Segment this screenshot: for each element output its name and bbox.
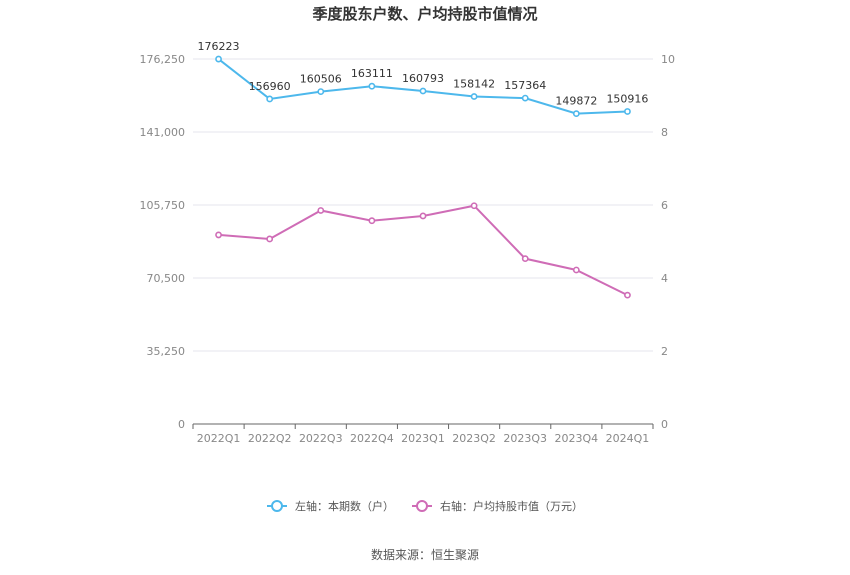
data-label: 156960 <box>249 80 291 93</box>
series-point-2 <box>572 266 580 274</box>
data-label: 160506 <box>300 73 342 86</box>
series-point-2 <box>215 231 222 239</box>
left-axis-tick-label: 176,250 <box>140 53 186 66</box>
x-axis-tick-label: 2023Q1 <box>401 432 445 445</box>
legend-label: 右轴：户均持股市值（万元） <box>440 499 583 513</box>
data-label: 149872 <box>555 95 597 108</box>
series-point-1 <box>470 93 478 100</box>
right-axis-tick-label: 4 <box>661 272 668 285</box>
axes: 0 0 35,250 2 70,500 4 105,750 6 141,000 8 176,250 1… <box>140 53 676 445</box>
series-point-2 <box>317 207 325 214</box>
data-label: 176223 <box>198 40 240 53</box>
source-note: 数据来源：恒生聚源 <box>371 547 479 562</box>
x-axis-tick-label: 2022Q2 <box>248 432 292 445</box>
series-point-2 <box>419 212 427 220</box>
right-axis-tick-label: 8 <box>661 126 668 139</box>
right-axis-tick-label: 10 <box>661 53 675 66</box>
left-axis-tick-label: 141,000 <box>140 126 186 139</box>
legend-marker <box>416 500 428 512</box>
left-axis-tick-label: 35,250 <box>147 345 186 358</box>
x-axis-tick-label: 2023Q2 <box>452 432 496 445</box>
series-point-2 <box>266 235 274 243</box>
series-point-1 <box>317 88 325 96</box>
x-axis-tick-label: 2024Q1 <box>606 432 650 445</box>
data-label: 160793 <box>402 72 444 85</box>
left-axis-tick-label: 0 <box>178 418 185 431</box>
series-point-2 <box>521 255 529 263</box>
x-axis-tick-label: 2023Q4 <box>555 432 599 445</box>
data-label: 158142 <box>453 78 495 91</box>
series-layer: 176223 156960 160506 163111 160793 158142 1573… <box>198 40 648 299</box>
series-point-1 <box>215 55 222 63</box>
legend-label: 左轴：本期数（户） <box>295 499 394 513</box>
series-point-1 <box>266 95 274 103</box>
data-label: 163111 <box>351 67 393 80</box>
right-axis-tick-label: 0 <box>661 418 668 431</box>
series-point-1 <box>624 108 631 115</box>
series-point-1 <box>419 87 427 95</box>
chart-title: 季度股东户数、户均持股市值情况 <box>312 5 537 23</box>
x-axis-tick-label: 2022Q4 <box>350 432 394 445</box>
series-point-2 <box>624 291 631 299</box>
left-axis-tick-label: 70,500 <box>147 272 186 285</box>
legend: 左轴：本期数（户） 右轴：户均持股市值（万元） <box>267 499 583 513</box>
series-point-1 <box>572 110 580 118</box>
x-axis-tick-label: 2023Q3 <box>503 432 547 445</box>
series-point-1 <box>368 82 376 90</box>
right-axis-tick-label: 2 <box>661 345 668 358</box>
series-point-2 <box>470 202 478 210</box>
x-axis-tick-label: 2022Q3 <box>299 432 343 445</box>
series-point-1 <box>521 94 529 102</box>
data-label: 150916 <box>606 92 648 105</box>
data-label: 157364 <box>504 79 546 92</box>
x-axis-tick-label: 2022Q1 <box>197 432 241 445</box>
left-axis-tick-label: 105,750 <box>140 199 186 212</box>
right-axis-tick-label: 6 <box>661 199 668 212</box>
legend-marker <box>271 500 283 512</box>
series-point-2 <box>368 217 376 225</box>
grid-lines <box>193 58 653 352</box>
